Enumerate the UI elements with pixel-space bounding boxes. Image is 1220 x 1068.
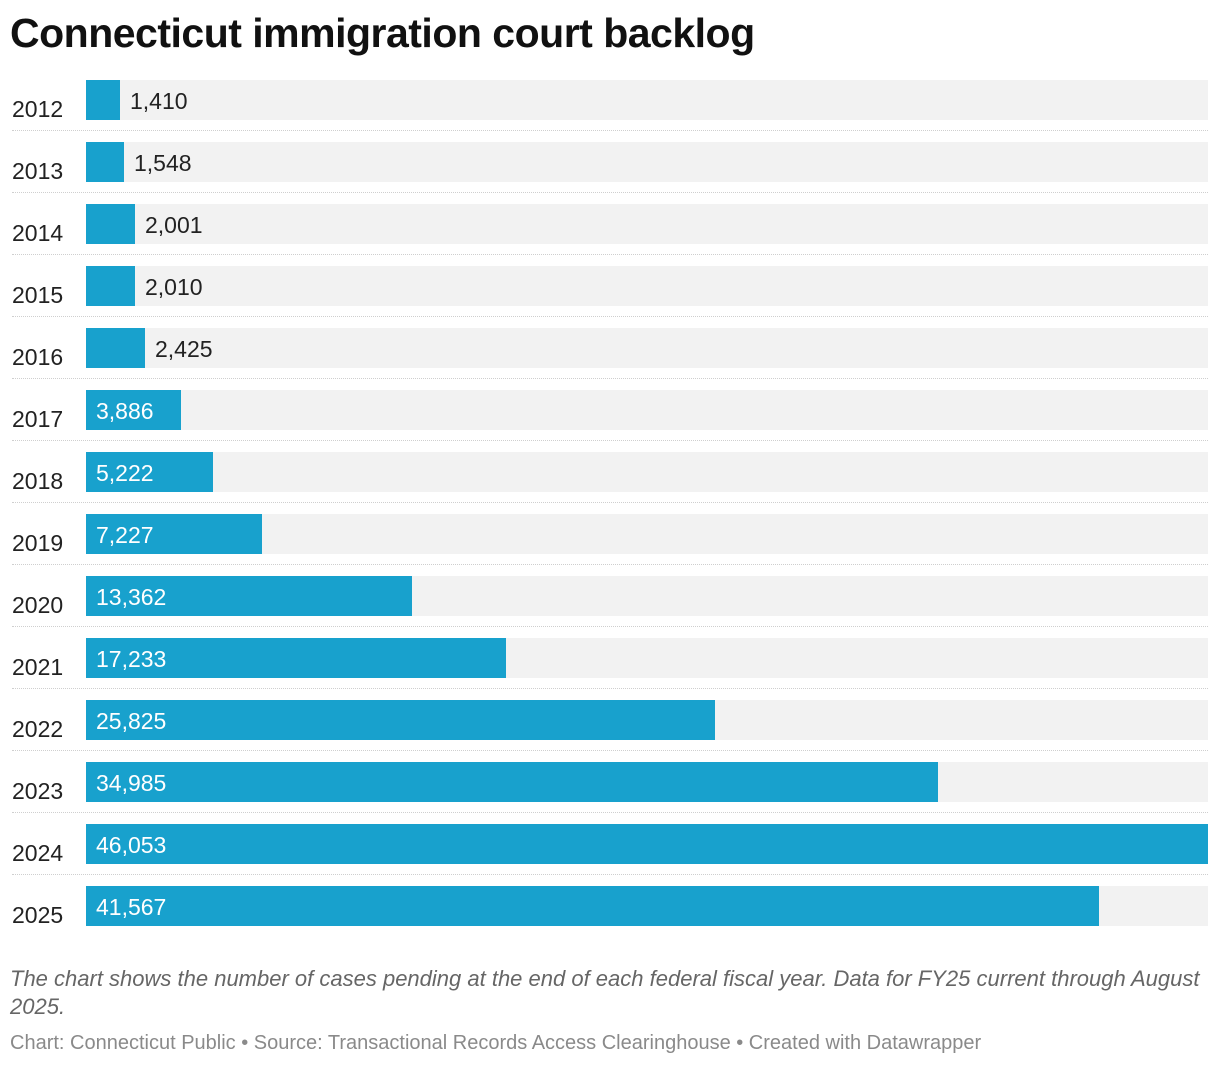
bar-row: 2015 2,010 [0,262,1220,324]
bar-track: 17,233 [86,638,1208,678]
bar [86,762,938,802]
chart-footer: Chart: Connecticut Public • Source: Tran… [10,1032,982,1054]
bar-row: 2017 3,886 [0,386,1220,448]
row-separator [12,874,1208,875]
bar-row: 2019 7,227 [0,510,1220,572]
bar [86,204,135,244]
value-label: 34,985 [96,770,167,796]
value-label: 5,222 [96,460,154,486]
value-label: 1,548 [134,150,192,176]
bar-row: 2018 5,222 [0,448,1220,510]
bar-row: 2021 17,233 [0,634,1220,696]
bar-row: 2014 2,001 [0,200,1220,262]
bar [86,80,120,120]
value-label: 17,233 [96,646,167,672]
category-label: 2020 [12,592,64,618]
bar-track: 34,985 [86,762,1208,802]
bar-track: 13,362 [86,576,1208,616]
bar [86,824,1208,864]
category-label: 2025 [12,902,64,928]
category-label: 2024 [12,840,64,866]
bar [86,576,412,616]
category-label: 2022 [12,716,64,742]
bar [86,266,135,306]
row-separator [12,750,1208,751]
value-label: 2,001 [145,212,203,238]
category-label: 2015 [12,282,64,308]
value-label: 3,886 [96,398,154,424]
bar-track: 5,222 [86,452,1208,492]
bar-row: 2025 41,567 [0,882,1220,944]
bar-track: 3,886 [86,390,1208,430]
bar [86,700,715,740]
bar [86,142,124,182]
row-separator [12,192,1208,193]
bar-track: 2,425 [86,328,1208,368]
value-label: 7,227 [96,522,154,548]
bar-track: 41,567 [86,886,1208,926]
bar-row: 2024 46,053 [0,820,1220,882]
row-separator [12,254,1208,255]
category-label: 2021 [12,654,64,680]
bar-track: 7,227 [86,514,1208,554]
bar-chart: 2012 1,410 2013 1,548 2014 2,001 2015 2,010 2016… [0,76,1220,936]
chart-title: Connecticut immigration court backlog [10,10,755,56]
category-label: 2019 [12,530,64,556]
row-separator [12,440,1208,441]
bar-row: 2013 1,548 [0,138,1220,200]
bar [86,328,145,368]
bar-row: 2016 2,425 [0,324,1220,386]
row-separator [12,626,1208,627]
bar [86,514,262,554]
value-label: 2,425 [155,336,213,362]
bar-track: 2,010 [86,266,1208,306]
bar [86,452,213,492]
row-separator [12,378,1208,379]
category-label: 2023 [12,778,64,804]
row-separator [12,130,1208,131]
bar-row: 2020 13,362 [0,572,1220,634]
category-label: 2014 [12,220,64,246]
bar [86,390,181,430]
row-separator [12,316,1208,317]
bar-row: 2012 1,410 [0,76,1220,138]
value-label: 2,010 [145,274,203,300]
category-label: 2013 [12,158,64,184]
bar-track: 25,825 [86,700,1208,740]
bar-row: 2023 34,985 [0,758,1220,820]
bar-row: 2022 25,825 [0,696,1220,758]
value-label: 46,053 [96,832,167,858]
row-separator [12,564,1208,565]
bar [86,886,1099,926]
value-label: 25,825 [96,708,167,734]
category-label: 2018 [12,468,64,494]
chart-notes: The chart shows the number of cases pend… [10,966,1200,1019]
row-separator [12,502,1208,503]
value-label: 1,410 [130,88,188,114]
value-label: 41,567 [96,894,167,920]
bar-track: 1,548 [86,142,1208,182]
bar [86,638,506,678]
bar-track: 46,053 [86,824,1208,864]
bar-track: 2,001 [86,204,1208,244]
bar-track: 1,410 [86,80,1208,120]
row-separator [12,688,1208,689]
row-separator [12,812,1208,813]
category-label: 2012 [12,96,64,122]
category-label: 2017 [12,406,64,432]
category-label: 2016 [12,344,64,370]
value-label: 13,362 [96,584,167,610]
